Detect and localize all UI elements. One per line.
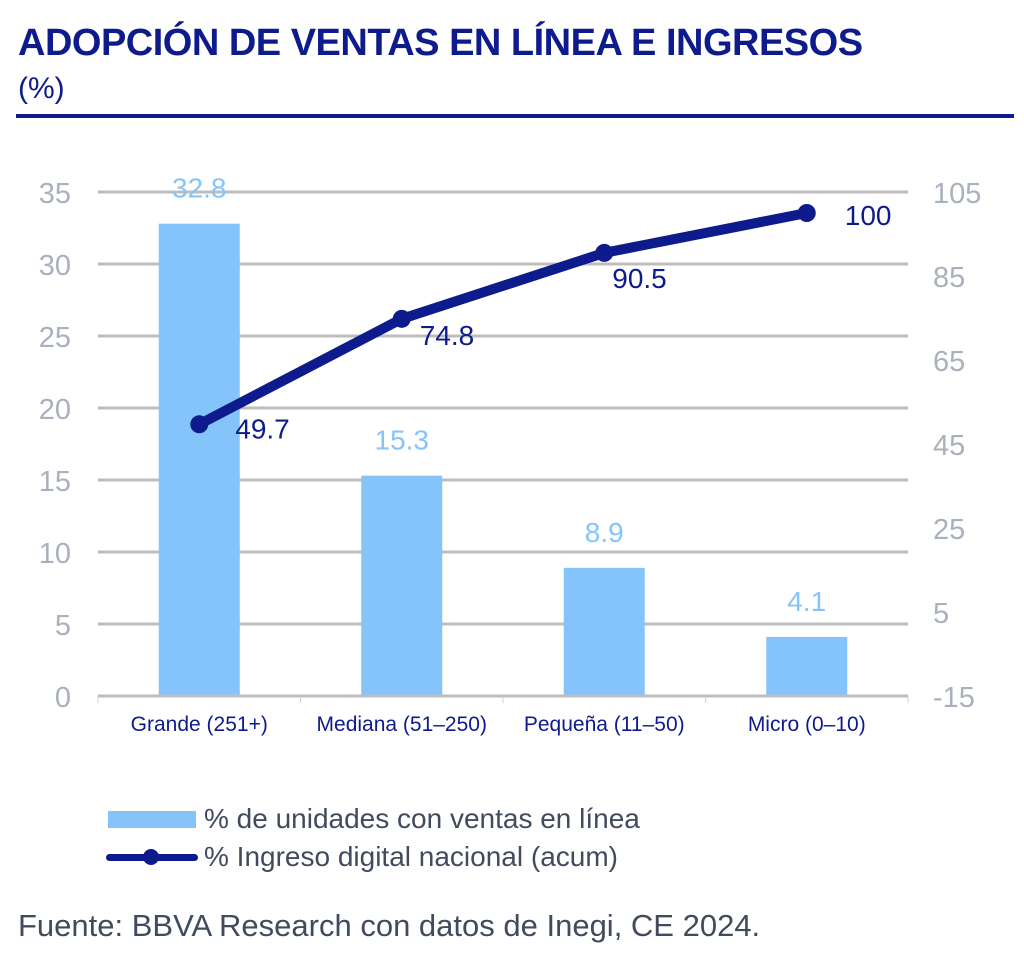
right-axis-tick-label: 25 [933, 514, 965, 546]
source-note: Fuente: BBVA Research con datos de Inegi… [18, 908, 761, 943]
line-point [392, 309, 411, 328]
legend: % de unidades con ventas en línea % Ingr… [106, 800, 640, 876]
bar-series [158, 223, 848, 696]
left-axis-tick-label: 0 [55, 682, 71, 714]
x-axis-tick-label: Micro (0–10) [748, 713, 866, 736]
x-axis-tick-labels: Grande (251+) Mediana (51–250) Pequeña (11… [131, 713, 866, 736]
x-axis-tick-label: Grande (251+) [131, 713, 268, 736]
legend-label: % de unidades con ventas en línea [204, 803, 640, 834]
bar-data-label: 32.8 [172, 173, 227, 204]
line-data-labels: 49.7 74.8 90.5 100 [235, 200, 891, 444]
title-divider [16, 114, 1014, 118]
legend-item-line: % Ingreso digital nacional (acum) [106, 838, 640, 876]
left-axis-tick-label: 5 [55, 610, 71, 642]
chart-title: ADOPCIÓN DE VENTAS EN LÍNEA E INGRESOS [18, 22, 863, 64]
bar-data-labels: 32.8 15.3 8.9 4.1 [172, 173, 826, 617]
left-axis-tick-label: 15 [39, 466, 71, 498]
x-axis [97, 694, 909, 703]
right-axis-tick-label: 85 [933, 262, 965, 294]
line-path [194, 208, 812, 430]
bar [158, 223, 240, 696]
bar [766, 636, 848, 696]
left-axis-tick-label: 35 [39, 178, 71, 210]
bar-data-label: 8.9 [585, 517, 624, 548]
line-series [190, 204, 816, 434]
right-axis-tick-label: 65 [933, 346, 965, 378]
line-data-label: 49.7 [235, 413, 290, 444]
left-axis-tick-label: 20 [39, 394, 71, 426]
right-axis-tick-label: 45 [933, 430, 965, 462]
x-axis-tick-label: Mediana (51–250) [317, 713, 487, 736]
bar [361, 475, 443, 696]
legend-label: % Ingreso digital nacional (acum) [204, 841, 618, 872]
line-data-label: 100 [845, 200, 892, 231]
line-data-label: 90.5 [612, 263, 667, 294]
x-axis-tick-label: Pequeña (11–50) [524, 713, 685, 736]
bar [563, 567, 645, 696]
bar-data-label: 4.1 [787, 586, 826, 617]
line-data-label: 74.8 [420, 320, 475, 351]
combo-chart: 0 5 10 15 20 25 30 35 -15 5 25 45 65 85 105 32.8 15.3 8… [39, 173, 982, 736]
line-point [190, 415, 209, 434]
right-axis-tick-label: -15 [933, 682, 975, 714]
left-axis-tick-label: 30 [39, 250, 71, 282]
legend-item-bars: % de unidades con ventas en línea [106, 800, 640, 838]
legend-line-swatch [106, 847, 198, 867]
left-axis-tick-label: 25 [39, 322, 71, 354]
legend-bar-swatch [108, 810, 196, 828]
left-axis-ticks: 0 5 10 15 20 25 30 35 [39, 178, 71, 714]
line-point [595, 243, 614, 262]
left-axis-tick-label: 10 [39, 538, 71, 570]
line-point [797, 204, 816, 222]
right-axis-tick-label: 5 [933, 598, 949, 630]
right-axis-ticks: -15 5 25 45 65 85 105 [933, 178, 981, 714]
right-axis-tick-label: 105 [933, 178, 981, 210]
bar-data-label: 15.3 [375, 425, 430, 456]
chart-subtitle: (%) [18, 72, 65, 105]
